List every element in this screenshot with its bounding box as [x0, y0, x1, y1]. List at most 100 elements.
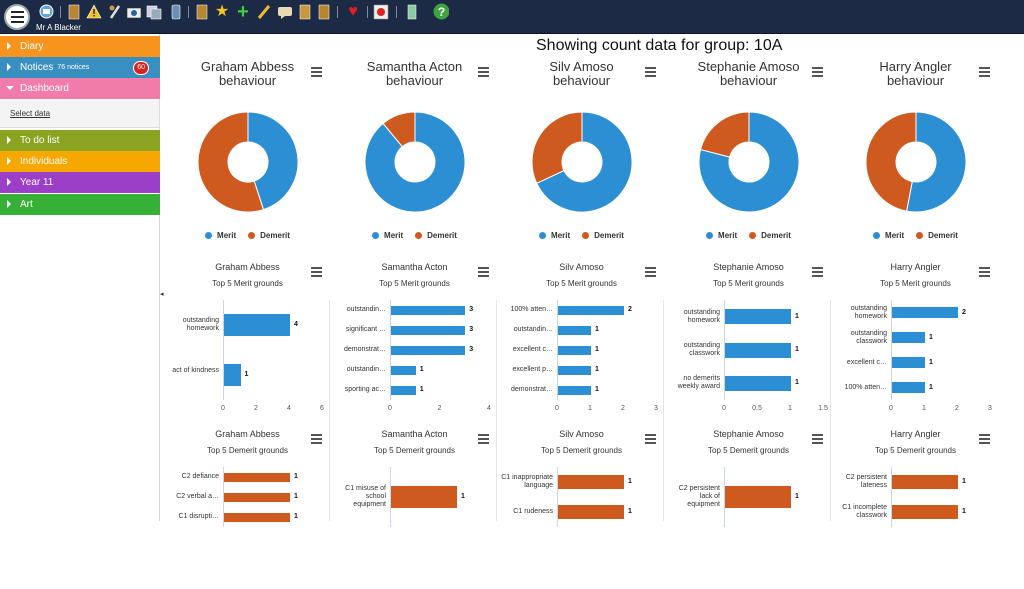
star-icon[interactable]: ★ [214, 2, 230, 20]
book-icon[interactable] [194, 3, 210, 20]
merit-slice[interactable] [536, 111, 633, 213]
merit-bar[interactable] [224, 364, 241, 386]
collapse-sidebar-handle[interactable]: ◂ [160, 291, 164, 298]
legend-demerit[interactable]: Demerit [749, 231, 791, 240]
merit-bar[interactable] [558, 325, 591, 335]
pie-chart-1: Graham Abbess behaviour [164, 60, 331, 250]
chart-menu-icon[interactable] [311, 267, 322, 277]
demerit-bar[interactable] [725, 486, 791, 508]
demerit-bar[interactable] [391, 486, 457, 508]
sidebar-item-individuals[interactable]: Individuals [0, 151, 160, 172]
merit-bar-chart-2: Samantha Acton Top 5 Merit grounds outstan… [331, 262, 498, 422]
pen-icon[interactable] [107, 3, 123, 20]
legend-merit[interactable]: Merit [205, 231, 236, 240]
axis-tick-label: 0 [388, 405, 392, 412]
scroll-icon[interactable] [297, 3, 313, 20]
chart-menu-icon[interactable] [478, 434, 489, 444]
merit-bar[interactable] [892, 356, 925, 369]
demerit-bar[interactable] [892, 475, 958, 489]
demerit-slice[interactable] [699, 111, 750, 158]
chart-menu-icon[interactable] [311, 67, 322, 77]
merit-bar[interactable] [558, 305, 624, 315]
chart-menu-icon[interactable] [645, 267, 656, 277]
legend-merit[interactable]: Merit [873, 231, 904, 240]
door-icon[interactable] [404, 3, 420, 20]
legend-merit[interactable]: Merit [706, 231, 737, 240]
demerit-bar[interactable] [558, 475, 624, 489]
chart-menu-icon[interactable] [979, 267, 990, 277]
merit-bar[interactable] [892, 306, 958, 319]
sidebar-item-label: Art [20, 199, 33, 210]
chat-icon[interactable] [277, 3, 293, 20]
copy-icon[interactable] [146, 3, 162, 20]
demerit-bar[interactable] [224, 512, 290, 522]
legend-demerit[interactable]: Demerit [248, 231, 290, 240]
pencil-icon[interactable] [256, 3, 272, 20]
phone-icon[interactable] [168, 3, 184, 20]
chart-menu-icon[interactable] [812, 267, 823, 277]
merit-bar[interactable] [391, 385, 416, 395]
demerit-slice[interactable] [531, 111, 583, 184]
merit-slice[interactable] [247, 111, 299, 211]
record-icon[interactable] [373, 3, 389, 20]
pie-chart-3: Silv Amoso behaviour [498, 60, 665, 250]
files-icon[interactable] [316, 3, 332, 20]
chart-menu-icon[interactable] [645, 434, 656, 444]
main-menu-button[interactable] [4, 4, 30, 30]
merit-bar[interactable] [558, 345, 591, 355]
chart-menu-icon[interactable] [979, 434, 990, 444]
sidebar-item-diary[interactable]: Diary [0, 36, 160, 57]
merit-slice[interactable] [698, 111, 800, 213]
heart-icon[interactable]: ♥ [348, 2, 358, 20]
demerit-bar[interactable] [224, 492, 290, 502]
warning-icon[interactable] [86, 3, 102, 20]
legend-merit[interactable]: Merit [372, 231, 403, 240]
merit-bar[interactable] [391, 325, 466, 335]
merit-bar[interactable] [391, 345, 466, 355]
legend-demerit[interactable]: Demerit [582, 231, 624, 240]
chart-menu-icon[interactable] [812, 434, 823, 444]
merit-bar[interactable] [391, 365, 416, 375]
merit-bar[interactable] [892, 381, 925, 394]
merit-bar[interactable] [892, 331, 925, 344]
demerit-bar[interactable] [224, 472, 290, 482]
sidebar-item-dashboard[interactable]: Dashboard [0, 78, 160, 99]
legend-demerit[interactable]: Demerit [916, 231, 958, 240]
toolbar-separator [337, 6, 338, 18]
demerit-bar[interactable] [558, 505, 624, 519]
merit-slice[interactable] [364, 111, 466, 213]
merit-bar[interactable] [725, 342, 791, 358]
sidebar-item-art[interactable]: Art [0, 194, 160, 215]
demerit-slice[interactable] [382, 111, 416, 148]
sidebar-item-year11[interactable]: Year 11 [0, 172, 160, 193]
notebook-icon[interactable] [66, 3, 82, 20]
demerit-slice[interactable] [865, 111, 917, 212]
chart-menu-icon[interactable] [979, 67, 990, 77]
chart-menu-icon[interactable] [478, 267, 489, 277]
sidebar-item-todo[interactable]: To do list [0, 130, 160, 151]
chart-menu-icon[interactable] [645, 67, 656, 77]
merit-bar[interactable] [725, 375, 791, 391]
axis-tick-label: 2 [437, 405, 442, 412]
merit-bar[interactable] [391, 305, 466, 315]
legend-demerit[interactable]: Demerit [415, 231, 457, 240]
plus-icon[interactable]: + [237, 0, 249, 23]
select-data-link[interactable]: Select data [10, 109, 51, 118]
home-icon[interactable] [38, 3, 54, 20]
bar-chart-title: Graham Abbess [215, 262, 280, 272]
chart-menu-icon[interactable] [812, 67, 823, 77]
merit-bar[interactable] [725, 309, 791, 325]
legend-merit[interactable]: Merit [539, 231, 570, 240]
merit-slice[interactable] [906, 111, 967, 213]
demerit-bar[interactable] [892, 505, 958, 519]
chart-menu-icon[interactable] [478, 67, 489, 77]
help-icon[interactable]: ? [433, 3, 449, 20]
camera-icon[interactable] [126, 3, 142, 20]
demerit-slice[interactable] [197, 111, 265, 213]
bar-chart-title: Stephanie Amoso [713, 429, 784, 439]
merit-bar[interactable] [224, 314, 290, 336]
merit-bar[interactable] [558, 365, 591, 375]
merit-bar[interactable] [558, 385, 591, 395]
chart-menu-icon[interactable] [311, 434, 322, 444]
sidebar-item-notices[interactable]: Notices 76 notices 60 [0, 57, 160, 78]
